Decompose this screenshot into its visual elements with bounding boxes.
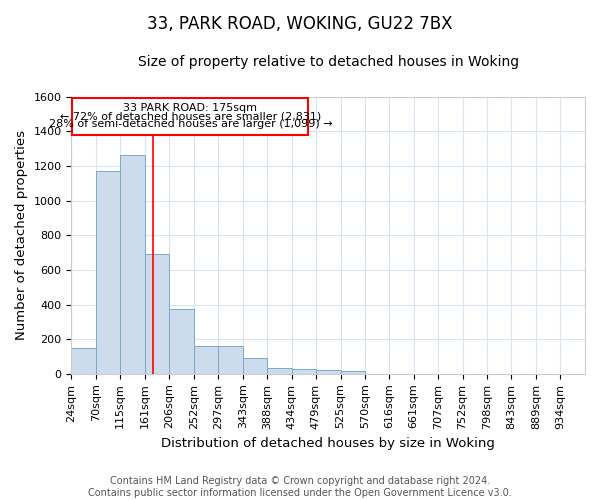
Bar [71, 348, 96, 374]
Text: 33 PARK ROAD: 175sqm: 33 PARK ROAD: 175sqm [124, 103, 257, 113]
Bar [341, 371, 365, 374]
Text: Contains HM Land Registry data © Crown copyright and database right 2024.
Contai: Contains HM Land Registry data © Crown c… [88, 476, 512, 498]
Text: 33, PARK ROAD, WOKING, GU22 7BX: 33, PARK ROAD, WOKING, GU22 7BX [147, 15, 453, 33]
Y-axis label: Number of detached properties: Number of detached properties [15, 130, 28, 340]
Bar [96, 171, 120, 374]
Bar [267, 368, 292, 374]
Bar [218, 346, 243, 374]
X-axis label: Distribution of detached houses by size in Woking: Distribution of detached houses by size … [161, 437, 495, 450]
Title: Size of property relative to detached houses in Woking: Size of property relative to detached ho… [137, 55, 519, 69]
Text: ← 72% of detached houses are smaller (2,831): ← 72% of detached houses are smaller (2,… [60, 112, 321, 122]
Bar [169, 309, 194, 374]
Bar [120, 156, 145, 374]
Bar [316, 370, 341, 374]
FancyBboxPatch shape [73, 98, 308, 134]
Bar [243, 358, 267, 374]
Bar [292, 369, 316, 374]
Bar [145, 254, 169, 374]
Text: 28% of semi-detached houses are larger (1,099) →: 28% of semi-detached houses are larger (… [49, 119, 332, 129]
Bar [194, 346, 218, 374]
